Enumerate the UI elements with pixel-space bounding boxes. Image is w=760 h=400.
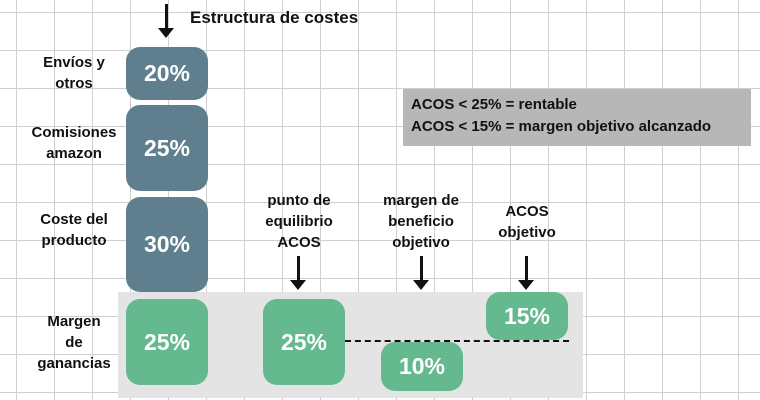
margen-label: Margen de ganancias: [37, 313, 111, 372]
info-line-objetivo: ACOS < 15% = margen objetivo alcanzado: [411, 118, 712, 135]
diagram-title: Estructura de costes: [190, 8, 359, 27]
objetivo-arrow-head: [518, 280, 534, 290]
acos-dashed-line: [345, 340, 569, 342]
title-arrow-shaft: [165, 4, 168, 30]
acos-info-box: ACOS < 25% = rentable ACOS < 15% = marge…: [403, 89, 751, 146]
objetivo-label: ACOS objetivo: [498, 203, 556, 241]
comisiones-box: 25%: [126, 105, 208, 191]
objetivo-arrow-shaft: [525, 256, 528, 282]
equilibrio-arrow-head: [290, 280, 306, 290]
comisiones-label: Comisiones amazon: [31, 124, 117, 162]
info-line-rentable: ACOS < 25% = rentable: [411, 96, 577, 113]
envios-label: Envíos y otros: [43, 54, 105, 92]
beneficio-label: margen de beneficio objetivo: [383, 192, 459, 251]
coste-label: Coste del producto: [40, 211, 108, 249]
beneficio-box: 10%: [381, 342, 463, 391]
beneficio-arrow-shaft: [420, 256, 423, 282]
objetivo-box: 15%: [486, 292, 568, 340]
equilibrio-box: 25%: [263, 299, 345, 385]
equilibrio-label: punto de equilibrio ACOS: [265, 192, 333, 251]
margen-box: 25%: [126, 299, 208, 385]
equilibrio-arrow-shaft: [297, 256, 300, 282]
title-arrow-head: [158, 28, 174, 38]
envios-box: 20%: [126, 47, 208, 100]
beneficio-arrow-head: [413, 280, 429, 290]
coste-box: 30%: [126, 197, 208, 292]
